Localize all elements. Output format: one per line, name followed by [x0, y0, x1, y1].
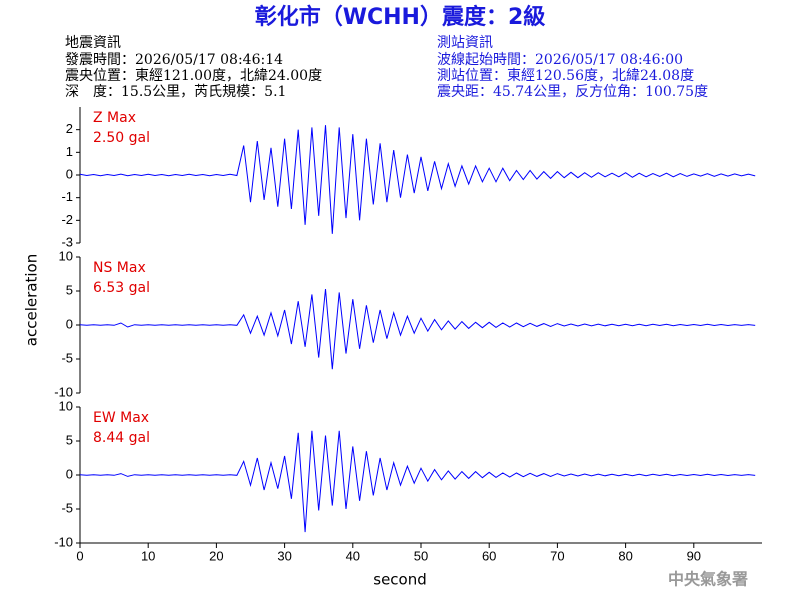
waveform [79, 430, 756, 533]
annotation: 2.50 gal [93, 130, 150, 146]
info-line: 發震時間：2026/05/17 08:46:14 [65, 52, 283, 68]
info-line: 深 度：15.5公里，芮氏規模：5.1 [65, 83, 286, 100]
y-tick-label: -10 [54, 534, 73, 549]
x-axis-label: second [373, 571, 427, 589]
y-tick-label: -5 [61, 500, 73, 515]
x-tick-label: 40 [346, 548, 360, 563]
y-tick-label: 0 [66, 316, 73, 331]
x-tick-label: 60 [482, 548, 496, 563]
annotation: Z Max [93, 110, 136, 126]
info-line: 震央距：45.74公里，反方位角：100.75度 [437, 84, 708, 100]
y-tick-label: -5 [61, 350, 73, 365]
y-tick-label: 5 [66, 282, 73, 297]
info-line: 地震資訊 [65, 35, 121, 51]
y-tick-label: -1 [61, 189, 73, 204]
y-tick-label: 0 [66, 466, 73, 481]
footer: 中央氣象署 [668, 570, 748, 589]
y-tick-label: 10 [59, 248, 73, 263]
waveform [79, 288, 756, 370]
x-tick-label: 50 [414, 548, 428, 563]
info-line: 波線起始時間：2026/05/17 08:46:00 [437, 52, 683, 68]
y-tick-label: 2 [66, 121, 73, 136]
info-line: 測站位置：東經120.56度，北緯24.08度 [437, 68, 694, 84]
x-tick-label: 70 [550, 548, 564, 563]
y-axis-label: acceleration [23, 254, 41, 346]
annotation: NS Max [93, 260, 146, 276]
info-line: 測站資訊 [437, 35, 493, 51]
waveform [79, 125, 756, 234]
y-tick-label: -3 [61, 234, 73, 249]
chart-title: 彰化市（WCHH）震度：2級 [255, 4, 546, 30]
x-tick-label: 30 [277, 548, 291, 563]
x-tick-label: 10 [141, 548, 155, 563]
x-tick-label: 20 [209, 548, 223, 563]
annotation: EW Max [93, 410, 149, 426]
y-tick-label: 0 [66, 166, 73, 181]
y-tick-label: 1 [66, 144, 73, 159]
y-tick-label: 10 [59, 398, 73, 413]
info-line: 震央位置：東經121.00度，北緯24.00度 [65, 68, 322, 84]
y-tick-label: -10 [54, 384, 73, 399]
x-tick-label: 80 [618, 548, 632, 563]
x-tick-label: 90 [687, 548, 701, 563]
annotation: 8.44 gal [93, 430, 150, 446]
y-tick-label: 5 [66, 432, 73, 447]
x-tick-label: 0 [76, 548, 83, 563]
annotation: 6.53 gal [93, 280, 150, 296]
y-tick-label: -2 [61, 212, 73, 227]
